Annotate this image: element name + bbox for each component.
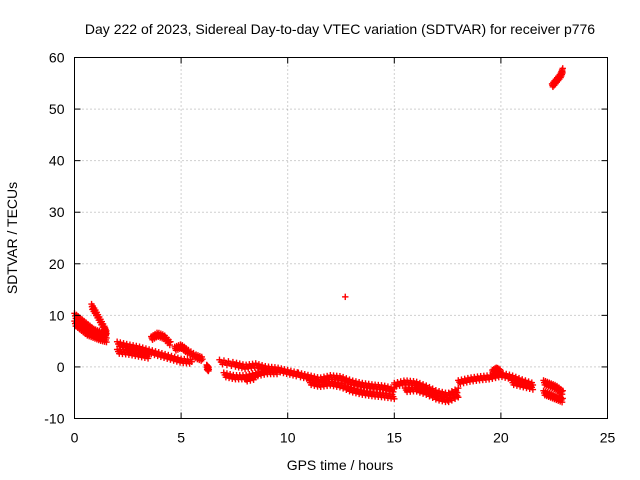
y-tick-label: 10 [49, 307, 65, 323]
chart-title: Day 222 of 2023, Sidereal Day-to-day VTE… [85, 21, 595, 37]
data-point [144, 355, 152, 362]
data-point [167, 338, 174, 345]
data-point [455, 384, 462, 392]
y-tick-label: 20 [49, 256, 65, 272]
plot-frame [74, 57, 608, 419]
y-tick-label: 40 [49, 153, 65, 169]
data-point [497, 370, 505, 378]
data-point [559, 65, 566, 72]
data-point [391, 395, 398, 403]
data-point [529, 386, 537, 393]
y-tick-label: 50 [49, 101, 65, 117]
y-tick-labels: -10 0 10 20 30 40 50 60 [44, 50, 64, 427]
data-point [103, 330, 110, 337]
x-tick-labels: 0 5 10 15 20 25 [71, 430, 616, 446]
data-point [145, 351, 153, 358]
x-axis-label: GPS time / hours [287, 457, 394, 473]
x-tick-label: 10 [280, 430, 296, 446]
y-tick-label: 30 [49, 204, 65, 220]
data-point [188, 358, 195, 365]
y-tick-label: 0 [57, 359, 65, 375]
grid [74, 57, 608, 419]
x-tick-label: 25 [600, 430, 616, 446]
x-tick-label: 20 [493, 430, 509, 446]
data-point [252, 374, 259, 381]
data-point [455, 394, 462, 401]
y-tick-label: -10 [44, 411, 64, 427]
y-tick-label: 60 [49, 50, 65, 66]
data-point [559, 395, 566, 402]
data-point [273, 370, 281, 378]
data-point [342, 293, 349, 301]
x-tick-label: 5 [177, 430, 185, 446]
x-tick-label: 15 [387, 430, 403, 446]
data-point [559, 387, 566, 394]
data-point [205, 366, 213, 373]
axis-ticks [74, 57, 608, 419]
data-point [199, 355, 206, 363]
x-tick-label: 0 [71, 430, 79, 446]
y-axis-label: SDTVAR / TECUs [4, 182, 20, 294]
data-points [71, 65, 566, 406]
